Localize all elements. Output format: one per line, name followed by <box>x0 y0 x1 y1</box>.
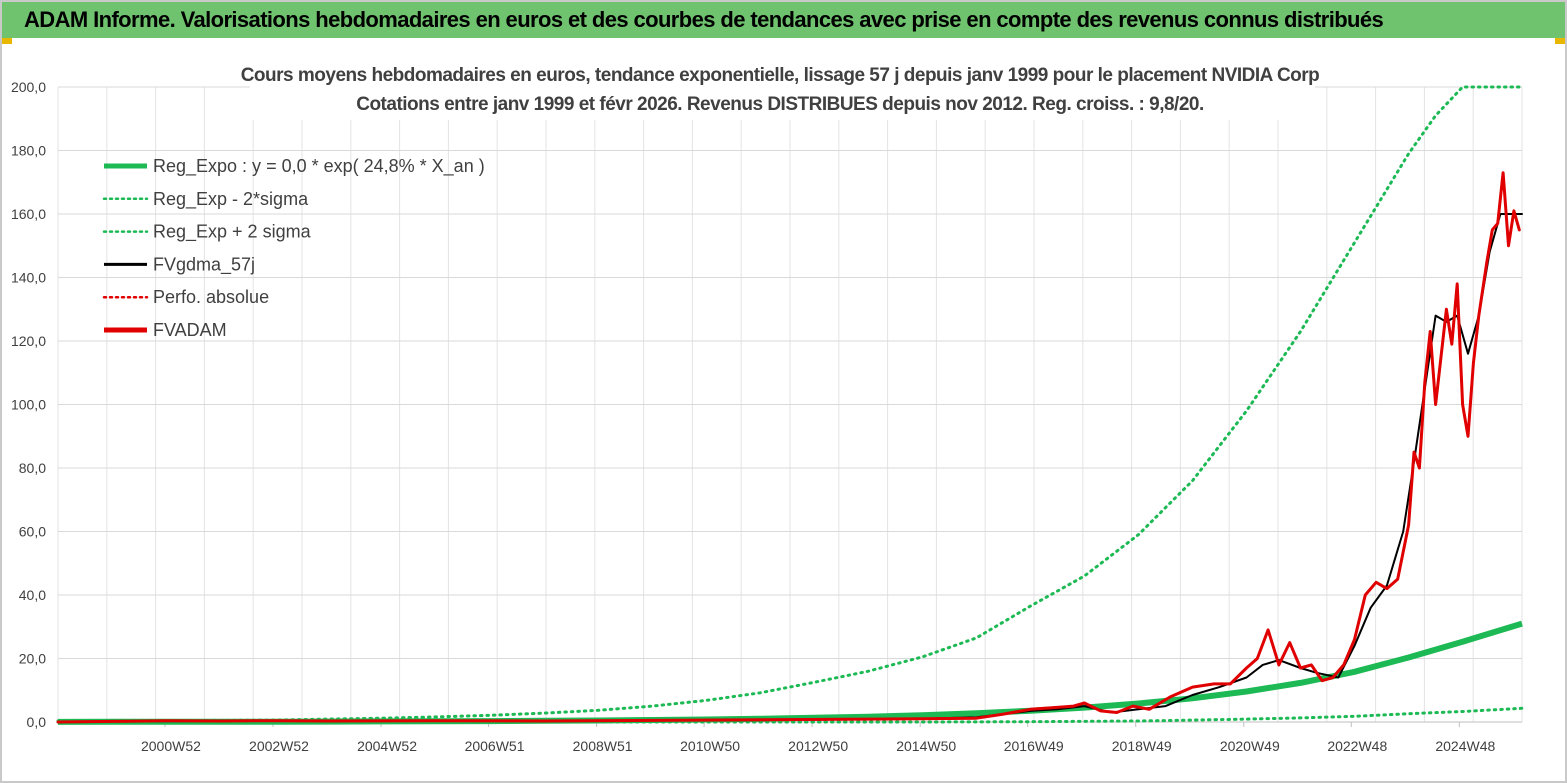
report-header: ADAM Informe. Valorisations hebdomadaire… <box>2 2 1565 38</box>
y-tick-label: 140,0 <box>11 270 46 286</box>
x-tick-label: 2008W51 <box>573 738 633 754</box>
x-tick-label: 2014W50 <box>896 738 956 754</box>
x-tick-label: 2002W52 <box>249 738 309 754</box>
x-tick-label: 2006W51 <box>465 738 525 754</box>
x-tick-label: 2024W48 <box>1435 738 1495 754</box>
chart-grid <box>57 86 1523 723</box>
y-tick-label: 100,0 <box>11 397 46 413</box>
x-tick-label: 2020W49 <box>1220 738 1280 754</box>
x-axis: 2000W52 2002W52 2004W52 2006W51 2008W51 2010W… <box>141 722 1496 754</box>
series-reg-exp-2-sigma <box>56 85 1524 723</box>
title-background <box>250 60 1315 120</box>
y-tick-label: 40,0 <box>19 587 46 603</box>
legend-label: Reg_Exp - 2*sigma <box>153 189 309 210</box>
report-title: ADAM Informe. Valorisations hebdomadaire… <box>24 7 1384 32</box>
y-tick-label: 200,0 <box>11 79 46 95</box>
x-tick-label: 2016W49 <box>1004 738 1064 754</box>
legend-label: Perfo. absolue <box>153 287 269 307</box>
x-tick-label: 2022W48 <box>1327 738 1387 754</box>
legend-label: FVgdma_57j <box>153 254 255 275</box>
corner-marker-right <box>1555 38 1565 44</box>
series-layer <box>56 85 1524 725</box>
y-tick-label: 20,0 <box>19 651 46 667</box>
series-fvadam <box>56 171 1521 724</box>
y-tick-label: 160,0 <box>11 206 46 222</box>
corner-marker-left <box>2 38 12 44</box>
x-tick-label: 2018W49 <box>1112 738 1172 754</box>
x-tick-label: 2000W52 <box>141 738 201 754</box>
legend-label: FVADAM <box>153 320 227 340</box>
x-tick-label: 2010W50 <box>680 738 740 754</box>
y-tick-label: 0,0 <box>27 714 47 730</box>
y-tick-label: 180,0 <box>11 143 46 159</box>
y-tick-label: 80,0 <box>19 460 46 476</box>
chart-title-line1: Cours moyens hebdomadaires en euros, ten… <box>241 65 1320 86</box>
x-tick-label: 2004W52 <box>357 738 417 754</box>
x-tick-label: 2012W50 <box>788 738 848 754</box>
y-tick-label: 60,0 <box>19 524 46 540</box>
legend-label: Reg_Exp + 2 sigma <box>153 222 312 243</box>
legend-label: Reg_Expo : y = 0,0 * exp( 24,8% * X_an ) <box>153 156 485 177</box>
chart-legend: Reg_Expo : y = 0,0 * exp( 24,8% * X_an )… <box>102 156 485 340</box>
y-tick-label: 120,0 <box>11 333 46 349</box>
chart-title-line2: Cotations entre janv 1999 et févr 2026. … <box>356 94 1204 115</box>
